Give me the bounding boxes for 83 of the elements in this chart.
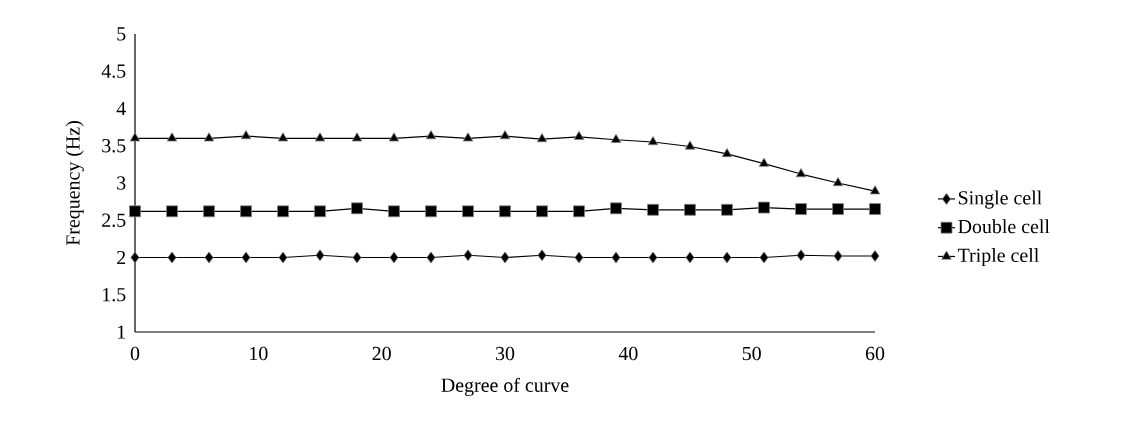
point — [499, 130, 511, 140]
point — [203, 132, 215, 142]
x-tick-label: 10 — [250, 346, 268, 361]
point — [389, 251, 399, 264]
point — [721, 148, 733, 158]
point — [500, 251, 510, 264]
point — [758, 201, 770, 214]
point — [277, 205, 289, 218]
point — [240, 130, 252, 140]
point — [759, 251, 769, 264]
point — [166, 205, 178, 218]
point — [129, 205, 141, 218]
y-tick-label: 4.5 — [101, 64, 126, 78]
point — [647, 203, 659, 216]
point — [536, 205, 548, 218]
point — [869, 185, 881, 195]
point — [314, 132, 326, 142]
point — [722, 251, 732, 264]
point — [647, 136, 659, 146]
point — [795, 203, 807, 215]
point — [167, 251, 177, 264]
point — [758, 157, 770, 167]
point — [685, 251, 695, 264]
point — [352, 251, 362, 264]
point — [388, 132, 400, 142]
point — [573, 205, 585, 218]
point — [499, 205, 511, 218]
point — [648, 251, 658, 264]
point — [610, 202, 622, 215]
point — [240, 205, 252, 218]
point — [277, 132, 289, 142]
point — [610, 133, 622, 143]
y-axis-title: Frequency (Hz) — [65, 121, 84, 246]
point — [462, 205, 474, 218]
point — [832, 177, 844, 187]
point — [425, 130, 437, 140]
y-tick-label: 4 — [116, 101, 126, 116]
point — [463, 249, 473, 262]
x-tick-label: 50 — [742, 346, 761, 361]
point — [351, 202, 363, 215]
x-tick-label: 30 — [496, 346, 515, 361]
point — [611, 251, 621, 264]
y-tick-label: 1.5 — [103, 288, 126, 302]
legend-label: Double cell — [958, 219, 1050, 234]
point — [795, 168, 807, 178]
point — [241, 251, 251, 264]
point — [278, 251, 288, 264]
point — [684, 203, 696, 216]
point — [166, 132, 178, 142]
point — [574, 251, 584, 264]
point — [796, 249, 806, 262]
point — [833, 250, 843, 262]
y-tick-label: 2 — [117, 250, 126, 265]
legend-label: Single cell — [958, 190, 1042, 209]
x-axis-title: Degree of curve — [441, 377, 569, 397]
y-tick-label: 1 — [117, 325, 125, 339]
y-tick-label: 5 — [117, 27, 126, 41]
point — [870, 250, 880, 262]
y-tick-label: 3.5 — [102, 139, 126, 153]
point — [536, 133, 548, 143]
x-tick-label: 0 — [130, 346, 140, 361]
y-tick-label: 3 — [117, 176, 126, 190]
point — [204, 251, 214, 264]
point — [351, 132, 363, 142]
point — [129, 132, 141, 142]
point — [537, 249, 547, 262]
point — [573, 130, 585, 140]
point — [721, 203, 733, 216]
point — [425, 205, 437, 218]
x-tick-label: 60 — [865, 346, 885, 361]
point — [832, 203, 844, 215]
point — [684, 140, 696, 150]
y-tick-label: 2.5 — [102, 213, 126, 227]
point — [462, 132, 474, 142]
point — [315, 249, 325, 262]
point — [203, 205, 215, 218]
point — [388, 205, 400, 218]
point — [869, 203, 881, 215]
point — [314, 205, 326, 218]
x-tick-label: 40 — [618, 346, 638, 361]
point — [426, 251, 436, 264]
x-tick-label: 20 — [372, 346, 391, 361]
legend-label: Triple cell — [957, 248, 1039, 267]
